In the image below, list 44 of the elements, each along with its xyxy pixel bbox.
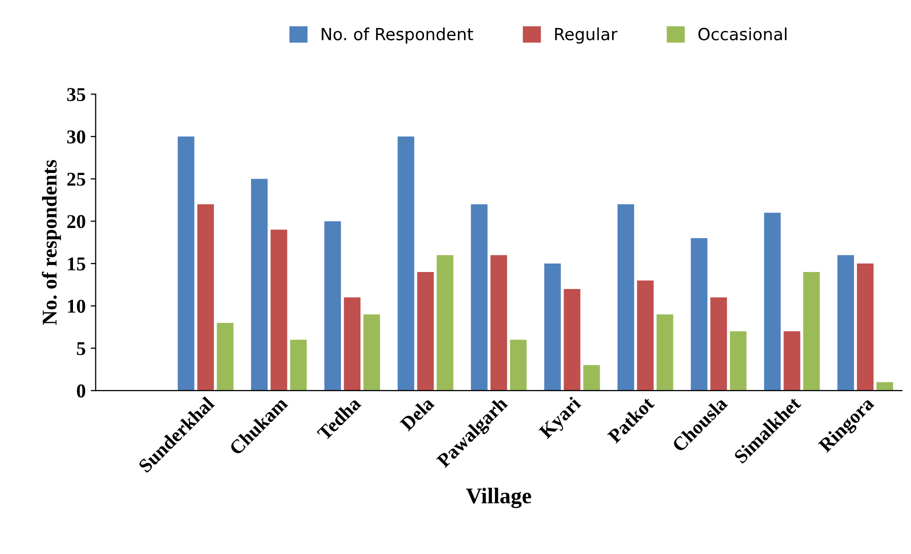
bar <box>784 331 800 391</box>
bar <box>837 255 854 391</box>
bar <box>436 255 454 391</box>
bar <box>618 204 634 391</box>
bar <box>251 178 268 391</box>
legend-label: No. of Respondent <box>322 27 474 44</box>
y-tick-label: 15 <box>68 257 86 270</box>
bar <box>344 297 360 391</box>
y-tick-label: 30 <box>67 130 86 144</box>
bar <box>803 272 820 391</box>
bar <box>730 331 747 391</box>
y-axis-title: No. of respondents <box>42 160 61 325</box>
bar <box>583 365 600 391</box>
y-tick-label: 5 <box>76 342 86 356</box>
bar <box>363 314 380 391</box>
bar <box>216 322 234 391</box>
y-tick-label: 20 <box>67 215 86 228</box>
bar <box>876 382 894 391</box>
bar <box>856 264 874 391</box>
legend-label: Occasional <box>698 27 786 40</box>
bar <box>324 221 341 391</box>
y-tick-label: 25 <box>67 172 86 186</box>
bar <box>270 230 288 391</box>
bar <box>510 340 527 391</box>
x-tick-label: Dela <box>398 396 435 432</box>
bar <box>178 136 194 391</box>
bar <box>398 136 414 391</box>
bar <box>290 340 307 391</box>
bar <box>470 204 488 391</box>
bar <box>544 264 561 391</box>
legend-label: Regular <box>555 27 618 44</box>
y-tick-label: 35 <box>67 88 86 102</box>
bar <box>764 212 781 391</box>
bar <box>417 272 434 391</box>
y-tick-label: 10 <box>68 300 86 313</box>
bar <box>490 255 508 391</box>
bar <box>564 288 580 391</box>
y-tick-label: 0 <box>76 384 86 398</box>
bar <box>197 204 214 391</box>
x-axis-title: Village <box>466 488 532 508</box>
bar <box>637 280 654 391</box>
bar <box>690 238 708 391</box>
bar <box>656 314 674 391</box>
bar <box>710 297 727 391</box>
